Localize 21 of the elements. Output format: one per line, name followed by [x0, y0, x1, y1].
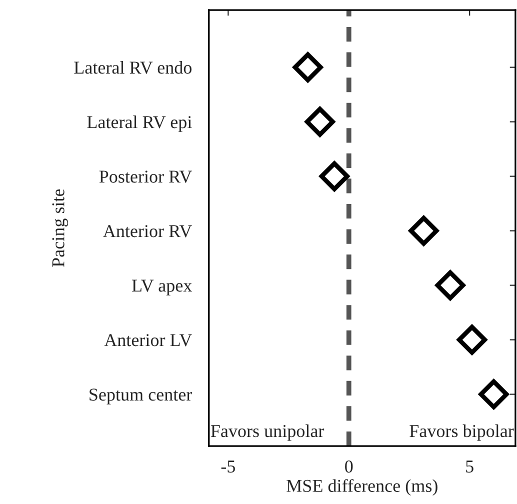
annotation: Favors bipolar	[410, 424, 514, 441]
x-axis-title: MSE difference (ms)	[286, 479, 438, 496]
y-tick-label: Anterior RV	[103, 225, 192, 238]
point	[292, 52, 323, 82]
x-tick-label: -5	[221, 460, 235, 473]
point	[319, 161, 350, 192]
annotation: Favors unipolar	[210, 424, 324, 441]
point	[457, 324, 487, 355]
point	[435, 270, 466, 300]
y-tick-label: LV apex	[132, 280, 192, 296]
y-tick-label: Lateral RV endo	[74, 61, 192, 74]
point	[408, 216, 439, 246]
y-tick-label: Anterior LV	[104, 334, 192, 346]
point	[304, 106, 335, 137]
y-tick-label: Lateral RV epi	[87, 116, 192, 132]
x-tick-label: 5	[466, 460, 474, 473]
x-tick-label: 0	[345, 460, 353, 473]
y-tick-label: Posterior RV	[99, 170, 192, 183]
y-tick-label: Septum center	[90, 388, 192, 404]
point	[478, 379, 509, 410]
y-axis-title: Pacing site	[52, 189, 68, 267]
